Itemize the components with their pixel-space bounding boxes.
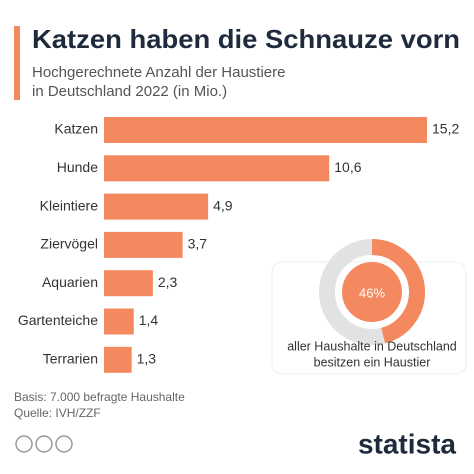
accent-bar xyxy=(14,26,20,100)
category-label: Ziervögel xyxy=(40,236,98,252)
paw-circle xyxy=(342,262,402,322)
value-label: 3,7 xyxy=(188,236,208,252)
bar xyxy=(104,117,427,143)
subtitle: Hochgerechnete Anzahl der Haustiere xyxy=(32,64,286,81)
value-label: 1,3 xyxy=(137,351,157,367)
category-label: Gartenteiche xyxy=(18,312,98,328)
footer-basis: Basis: 7.000 befragte Haushalte xyxy=(14,390,185,404)
category-label: Katzen xyxy=(54,121,98,137)
category-label: Hunde xyxy=(57,159,98,175)
license-icons xyxy=(15,435,73,453)
bar xyxy=(104,155,330,182)
bar xyxy=(104,346,132,373)
bar xyxy=(104,193,209,220)
annotation: besitzen ein Haustier xyxy=(314,355,431,369)
value-label: 10,6 xyxy=(334,159,361,175)
donut-label: 46% xyxy=(359,285,385,300)
bar xyxy=(104,270,153,297)
annotation: aller Haushalte in Deutschland xyxy=(287,339,457,353)
value-label: 1,4 xyxy=(139,312,159,328)
category-label: Terrarien xyxy=(43,351,98,367)
bar xyxy=(104,231,183,258)
chart-title: Katzen haben die Schnauze vorn xyxy=(32,24,460,54)
donut-arc xyxy=(371,239,425,344)
value-label: 2,3 xyxy=(158,274,178,290)
category-label: Kleintiere xyxy=(40,197,99,213)
bar xyxy=(104,308,134,335)
value-label: 15,2 xyxy=(432,121,459,137)
subtitle: in Deutschland 2022 (in Mio.) xyxy=(32,83,227,100)
brand-logo: statista xyxy=(358,428,456,459)
category-label: Aquarien xyxy=(42,274,98,290)
value-label: 4,9 xyxy=(213,197,233,213)
footer-source: Quelle: IVH/ZZF xyxy=(14,406,101,420)
